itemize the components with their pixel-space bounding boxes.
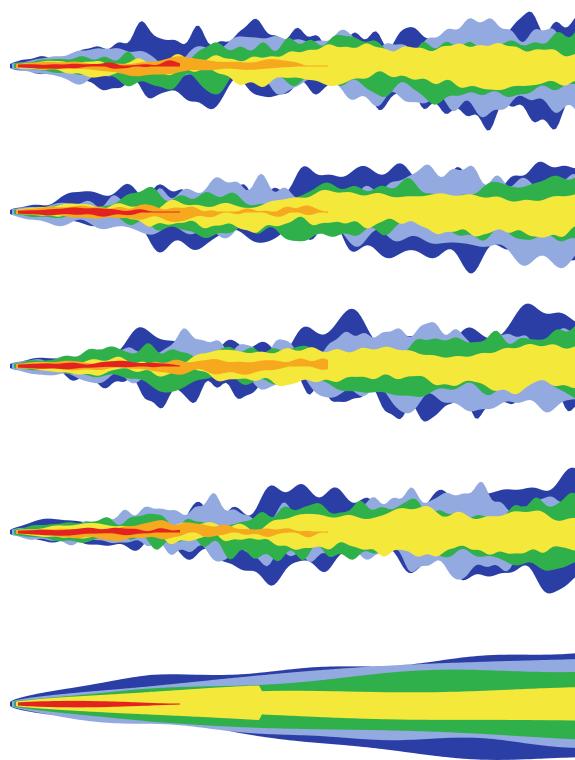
page: {} html, body { margin: 0; padding: 0; b… [0, 0, 575, 760]
page-body: (() => { JSON.parse(document.getElementB… [0, 0, 575, 760]
jet-flow-figure [0, 0, 575, 760]
